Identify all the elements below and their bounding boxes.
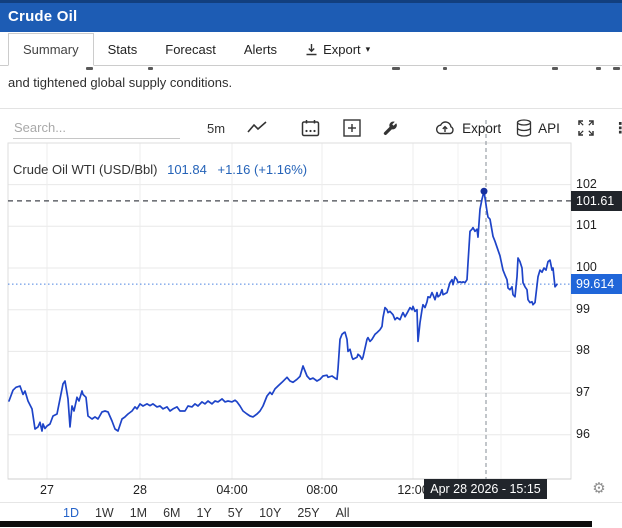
interval-button[interactable]: 5m <box>207 120 226 136</box>
range-1w[interactable]: 1W <box>94 506 114 520</box>
range-10y[interactable]: 10Y <box>259 506 282 520</box>
caret-down-icon: ▾ <box>365 44 371 55</box>
price-change-value: +1.16 (+1.16%) <box>217 162 308 177</box>
last-price-label: 99.614 <box>571 274 622 295</box>
api-button[interactable]: API <box>516 119 560 137</box>
line-chart-icon <box>247 121 267 133</box>
clipped-text-remnant <box>596 67 601 70</box>
page-title: Crude Oil <box>8 8 78 25</box>
tab-alerts[interactable]: Alerts <box>243 42 278 57</box>
range-25y[interactable]: 25Y <box>297 506 320 520</box>
fullscreen-button[interactable] <box>577 119 595 137</box>
y-axis-label: 102 <box>576 176 597 191</box>
tab-bar: Summary Stats Forecast Alerts Export ▾ <box>0 32 622 66</box>
x-axis-label: 08:00 <box>306 483 338 497</box>
chart-type-button[interactable] <box>247 121 267 135</box>
article-text: and tightened global supply conditions. <box>8 75 233 90</box>
range-1m[interactable]: 1M <box>129 506 148 520</box>
x-axis-label: 28 <box>133 483 147 497</box>
wrench-icon <box>383 121 397 135</box>
fullscreen-icon <box>578 120 594 136</box>
date-range-button[interactable] <box>301 119 320 137</box>
tab-stats[interactable]: Stats <box>107 42 138 57</box>
x-axis-label: 27 <box>40 483 54 497</box>
tab-export[interactable]: Export ▾ <box>291 34 384 65</box>
y-axis-label: 99 <box>576 301 590 316</box>
y-axis-label: 97 <box>576 385 590 400</box>
api-label: API <box>538 120 560 136</box>
compare-add-button[interactable] <box>343 119 361 137</box>
x-axis-label: 12:00 <box>397 483 429 497</box>
chart-widget-border <box>0 108 622 109</box>
y-axis-label: 96 <box>576 426 590 441</box>
range-6m[interactable]: 6M <box>163 506 181 520</box>
range-5y[interactable]: 5Y <box>227 506 244 520</box>
last-price-value: 101.84 <box>167 162 207 177</box>
y-axis-label: 100 <box>576 260 597 274</box>
range-1y[interactable]: 1Y <box>196 506 212 520</box>
database-icon <box>516 119 532 137</box>
chart-toolbar: 5m Export API ⋮ <box>0 112 622 144</box>
settings-tools-button[interactable] <box>382 120 398 136</box>
clipped-text-remnant <box>443 67 447 70</box>
calendar-icon <box>301 120 320 137</box>
crosshair-time-tooltip: Apr 28 2026 - 15:15 <box>424 479 547 499</box>
download-icon <box>306 44 317 56</box>
clipped-text-remnant <box>148 67 153 70</box>
gear-icon[interactable]: ⚙ <box>592 479 606 497</box>
search-input[interactable] <box>13 117 180 139</box>
crosshair-price-label: 101.61 <box>571 190 622 211</box>
window-title-bar: Crude Oil <box>0 0 622 32</box>
range-selector: 1D 1W 1M 6M 1Y 5Y 10Y 25Y All <box>0 504 622 522</box>
cloud-export-icon <box>436 121 454 135</box>
clipped-text-remnant <box>552 67 558 70</box>
x-axis-label: 04:00 <box>216 483 248 497</box>
chart-legend: Crude Oil WTI (USD/Bbl) 101.84 +1.16 (+1… <box>13 162 307 177</box>
clipped-text-remnant <box>86 67 93 70</box>
range-all[interactable]: All <box>335 506 350 520</box>
y-axis-label: 101 <box>576 218 597 233</box>
kebab-menu-icon[interactable]: ⋮ <box>612 118 622 137</box>
clipped-text-remnant <box>613 67 620 70</box>
chart-export-button[interactable]: Export <box>434 120 501 136</box>
clipped-text-remnant <box>392 67 400 70</box>
tab-forecast[interactable]: Forecast <box>165 42 216 57</box>
range-1d[interactable]: 1D <box>63 506 79 520</box>
tab-export-label: Export <box>323 42 361 57</box>
y-axis-label: 98 <box>576 343 590 358</box>
tab-summary[interactable]: Summary <box>8 33 94 66</box>
chart-export-label: Export <box>462 120 502 136</box>
plus-square-icon <box>343 119 361 137</box>
symbol-name: Crude Oil WTI (USD/Bbl) <box>13 162 158 177</box>
bottom-edge-bar <box>0 521 592 527</box>
range-separator <box>0 502 622 503</box>
